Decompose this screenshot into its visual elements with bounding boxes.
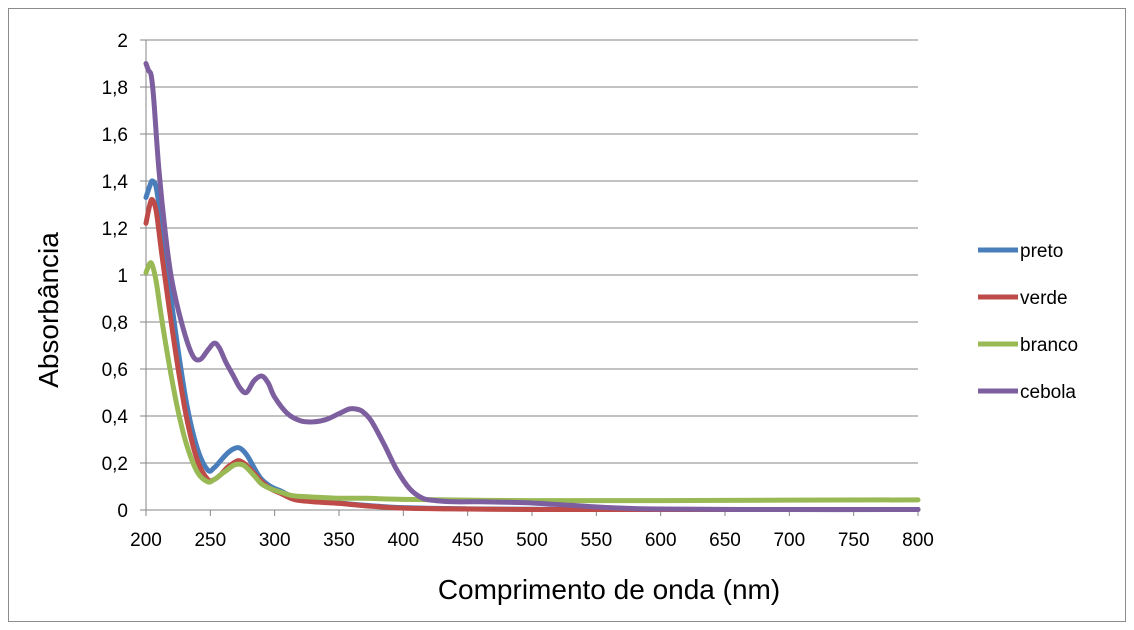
x-tick-label: 450 bbox=[452, 530, 484, 551]
x-tick-label: 600 bbox=[645, 530, 677, 551]
y-tick-label: 1,2 bbox=[102, 219, 128, 240]
y-tick-label: 1 bbox=[117, 266, 128, 287]
x-tick-label: 300 bbox=[259, 530, 291, 551]
y-tick-label: 0,4 bbox=[102, 407, 129, 428]
x-tick-label: 800 bbox=[902, 530, 934, 551]
y-tick-label: 0,8 bbox=[102, 313, 128, 334]
series-line-branco bbox=[146, 263, 918, 501]
series-lines bbox=[146, 64, 918, 510]
x-tick-label: 250 bbox=[194, 530, 226, 551]
x-tick-label: 350 bbox=[323, 530, 355, 551]
y-tick-label: 1,6 bbox=[102, 125, 128, 146]
x-axis-title: Comprimento de onda (nm) bbox=[438, 574, 780, 605]
series-line-preto bbox=[146, 181, 918, 510]
x-tick-label: 200 bbox=[130, 530, 162, 551]
x-tick-label: 500 bbox=[516, 530, 548, 551]
y-tick-label: 0,6 bbox=[102, 360, 128, 381]
x-tick-label: 550 bbox=[580, 530, 612, 551]
y-tick-label: 0 bbox=[117, 501, 128, 522]
legend-label-cebola: cebola bbox=[1020, 382, 1076, 403]
series-line-cebola bbox=[146, 64, 918, 510]
legend-label-preto: preto bbox=[1020, 241, 1063, 262]
x-tick-label: 650 bbox=[709, 530, 741, 551]
y-tick-label: 0,2 bbox=[102, 454, 128, 475]
axes bbox=[140, 40, 918, 516]
y-tick-label: 1,4 bbox=[102, 172, 129, 193]
y-tick-label: 1,8 bbox=[102, 78, 128, 99]
x-tick-label: 750 bbox=[838, 530, 870, 551]
x-tick-label: 400 bbox=[387, 530, 419, 551]
legend-label-verde: verde bbox=[1020, 288, 1068, 309]
y-axis-title: Absorbância bbox=[33, 232, 64, 388]
y-tick-label: 2 bbox=[117, 31, 128, 52]
legend: preto verde branco cebola bbox=[978, 241, 1078, 403]
legend-label-branco: branco bbox=[1020, 335, 1078, 356]
x-tick-label: 700 bbox=[773, 530, 805, 551]
gridlines bbox=[146, 40, 918, 463]
